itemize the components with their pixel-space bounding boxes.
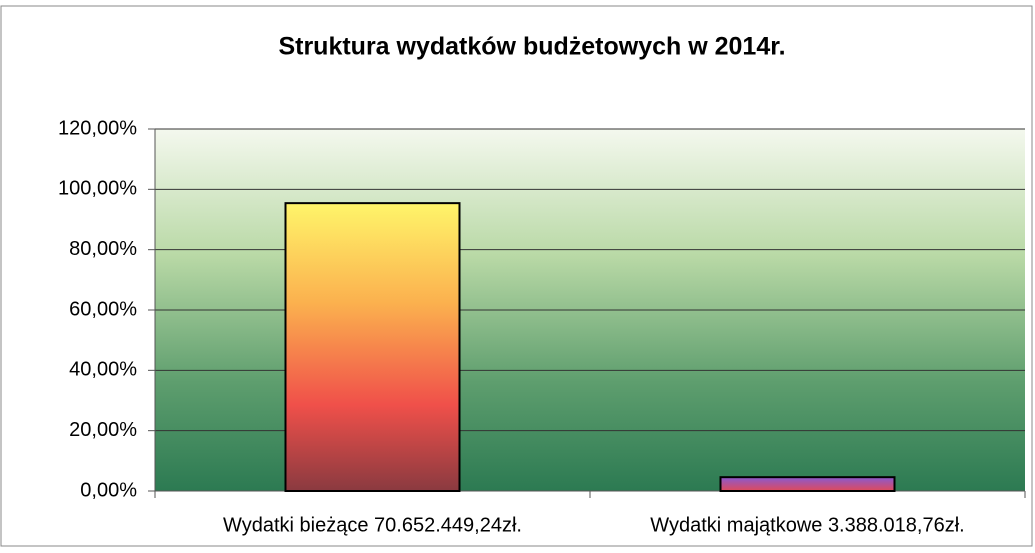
y-tick-label: 20,00% bbox=[69, 419, 137, 441]
x-tick-label: Wydatki majątkowe 3.388.018,76zł. bbox=[650, 514, 964, 536]
y-tick-label: 120,00% bbox=[58, 117, 137, 139]
y-tick-label: 40,00% bbox=[69, 359, 137, 381]
bar bbox=[284, 202, 461, 493]
y-tick-label: 80,00% bbox=[69, 238, 137, 260]
chart-title: Struktura wydatków budżetowych w 2014r. bbox=[278, 33, 785, 61]
y-tick-label: 60,00% bbox=[69, 298, 137, 320]
y-tick-label: 0,00% bbox=[80, 479, 137, 501]
y-tick-label: 100,00% bbox=[58, 178, 137, 200]
bar bbox=[719, 476, 896, 492]
x-tick-label: Wydatki bieżące 70.652.449,24zł. bbox=[223, 514, 522, 536]
